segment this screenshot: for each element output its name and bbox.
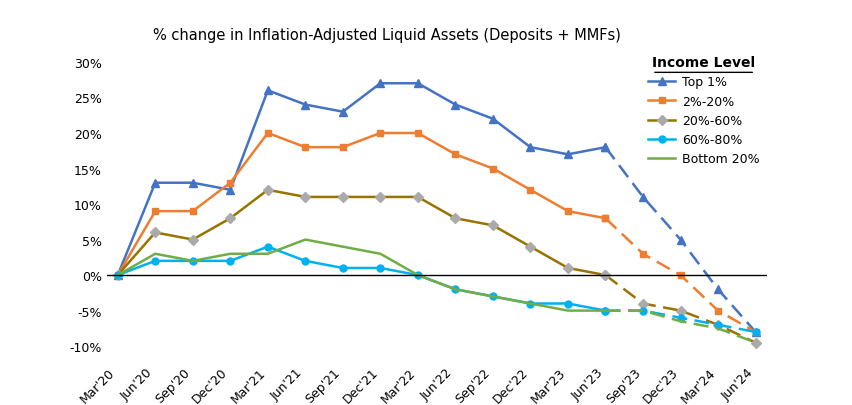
Text: % change in Inflation-Adjusted Liquid Assets (Deposits + MMFs): % change in Inflation-Adjusted Liquid As… xyxy=(153,28,620,43)
Legend: Top 1%, 2%-20%, 20%-60%, 60%-80%, Bottom 20%: Top 1%, 2%-20%, 20%-60%, 60%-80%, Bottom… xyxy=(643,51,764,171)
